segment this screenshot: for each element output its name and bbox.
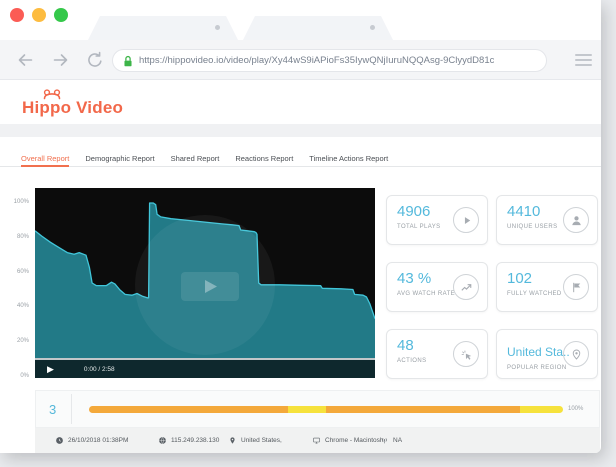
viewer-index: 3: [49, 402, 57, 417]
meta-item-na: NA: [380, 428, 402, 453]
logo-text: Hippo Video: [22, 98, 124, 117]
tab-favicon-dot: [215, 25, 220, 30]
meta-text: 26/10/2018 01:38PM: [68, 437, 129, 444]
stat-value: 4410: [507, 203, 541, 220]
hippo-video-logo: Hippo Video: [22, 89, 124, 118]
trend-icon: [460, 283, 471, 291]
tab-reactions-report[interactable]: Reactions Report: [235, 154, 294, 163]
progress-segment: [288, 406, 326, 413]
stat-card-fully-watched: 102 FULLY WATCHED: [496, 262, 598, 312]
stat-label: FULLY WATCHED: [507, 291, 562, 297]
viewer-row[interactable]: 3 100%: [35, 390, 600, 428]
clock-icon: [56, 437, 63, 444]
url-text: https://hippovideo.io/video/play/Xy44wS9…: [139, 55, 495, 66]
meta-item-chrome-macintosh: Chrome - Macintosh: [312, 428, 384, 453]
y-axis-label: 0%: [20, 373, 29, 379]
player-controls: ▶ 0:00 / 2:58: [35, 358, 375, 378]
watch-rate-y-axis: 100% 80% 60% 40% 20% 0%: [0, 188, 31, 379]
video-play-overlay-icon[interactable]: [181, 272, 239, 301]
y-axis-label: 20%: [16, 338, 29, 345]
refresh-icon[interactable]: [86, 51, 104, 69]
monitor-icon: [313, 437, 320, 444]
maximize-window-icon[interactable]: [54, 8, 68, 22]
pin-icon: [572, 349, 580, 360]
tab-overall-report[interactable]: Overall Report: [21, 151, 70, 167]
meta-item-115-249-238-130: 115.249.238.130: [158, 428, 219, 453]
watch-rate-chart: [35, 202, 375, 378]
stat-icon-circle: [453, 341, 479, 367]
pin-small-icon: [230, 437, 235, 444]
stat-label: AVG WATCH RATE: [397, 291, 456, 297]
stat-value: 102: [507, 270, 533, 287]
globe-icon: [159, 437, 166, 444]
tab-favicon-dot: [370, 25, 375, 30]
tab-demographic-report[interactable]: Demographic Report: [85, 154, 155, 163]
lock-icon: [124, 55, 132, 66]
progress-segment: [520, 406, 563, 413]
player-play-icon[interactable]: ▶: [47, 363, 54, 374]
stat-label: ACTIONS: [397, 358, 427, 364]
stat-icon-circle: [563, 341, 589, 367]
stat-card-popular-region: United Sta.. POPULAR REGION: [496, 329, 598, 379]
minimize-window-icon[interactable]: [32, 8, 46, 22]
stats-grid: 4906 TOTAL PLAYS 4410 UNIQUE USERS 43 % AVG W…: [386, 195, 598, 379]
y-axis-label: 40%: [16, 303, 29, 310]
watermark-circle: [135, 215, 275, 355]
back-icon[interactable]: [16, 51, 34, 69]
viewer-meta-row: 26/10/2018 01:38PM 115.249.238.130 United …: [35, 428, 600, 453]
forward-icon[interactable]: [52, 51, 70, 69]
tab-shared-report[interactable]: Shared Report: [170, 154, 220, 163]
address-bar[interactable]: https://hippovideo.io/video/play/Xy44wS9…: [112, 49, 547, 72]
meta-text: Chrome - Macintosh: [325, 437, 384, 444]
browser-tab-2[interactable]: [243, 16, 393, 40]
hippo-face-icon: [43, 89, 61, 100]
video-player[interactable]: ▶ 0:00 / 2:58: [35, 188, 375, 378]
menu-icon[interactable]: [575, 54, 592, 69]
meta-text: United States,: [241, 437, 282, 444]
watch-progress-label: 100%: [568, 406, 584, 412]
flag-icon: [572, 282, 580, 292]
stat-label: POPULAR REGION: [507, 365, 567, 371]
y-axis-label: 100%: [13, 199, 29, 205]
stat-card-actions: 48 ACTIONS: [386, 329, 488, 379]
stat-value: United Sta..: [507, 345, 570, 359]
stat-value: 48: [397, 337, 414, 354]
tab-timeline-actions-report[interactable]: Timeline Actions Report: [309, 154, 389, 163]
y-axis-label: 60%: [16, 268, 29, 275]
header-divider-band: [0, 124, 601, 137]
stat-icon-circle: [453, 207, 479, 233]
browser-window: https://hippovideo.io/video/play/Xy44wS9…: [0, 0, 601, 453]
stat-icon-circle: [453, 274, 479, 300]
stat-value: 43 %: [397, 270, 432, 287]
close-window-icon[interactable]: [10, 8, 24, 22]
stat-icon-circle: [563, 207, 589, 233]
click-icon: [461, 350, 471, 360]
progress-segment: [89, 406, 289, 413]
stat-card-total-plays: 4906 TOTAL PLAYS: [386, 195, 488, 245]
divider: [71, 394, 72, 424]
watch-progress-bar: [89, 406, 563, 413]
signal-icon: [382, 438, 387, 444]
traffic-lights: [10, 8, 68, 22]
browser-titlebar: [0, 0, 601, 40]
user-icon: [571, 215, 581, 225]
browser-tab-1[interactable]: [88, 16, 238, 40]
stat-card-avg-watch-rate: 43 % AVG WATCH RATE: [386, 262, 488, 312]
meta-item-26-10-2018-01-38pm: 26/10/2018 01:38PM: [55, 428, 128, 453]
stat-card-unique-users: 4410 UNIQUE USERS: [496, 195, 598, 245]
report-tabs: Overall Report Demographic Report Shared R…: [0, 151, 601, 167]
browser-toolbar: https://hippovideo.io/video/play/Xy44wS9…: [0, 40, 601, 80]
meta-text: NA: [393, 437, 403, 444]
stat-icon-circle: [563, 274, 589, 300]
stat-label: TOTAL PLAYS: [397, 224, 441, 230]
stat-label: UNIQUE USERS: [507, 224, 558, 230]
meta-item-united-states: United States,: [228, 428, 282, 453]
player-time: 0:00 / 2:58: [83, 365, 115, 373]
y-axis-label: 80%: [16, 233, 29, 240]
stat-value: 4906: [397, 203, 431, 220]
play-icon: [464, 216, 470, 224]
progress-segment: [325, 406, 521, 413]
meta-text: 115.249.238.130: [171, 437, 220, 444]
